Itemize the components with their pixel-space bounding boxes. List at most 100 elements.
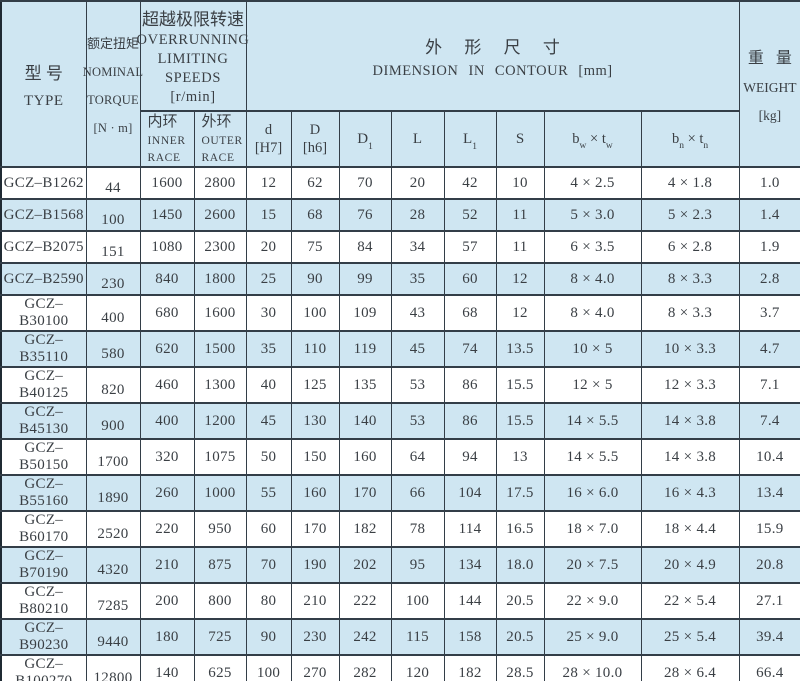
L-base: L [412,130,423,147]
L1-base: L [463,130,473,147]
outer-race-en2: RACE [201,151,235,164]
cell-D1: 84 [338,230,392,264]
cell-bw: 12 × 5 [543,366,642,404]
torque-header-en2: TORQUE [87,92,139,107]
cell-S: 12 [495,262,545,296]
table-row: GCZ–B40125 820 460 1300 40 125 135 53 86… [0,366,800,404]
col-header-bw-tw: bw × tw [543,110,642,168]
cell-L1: 114 [443,510,497,548]
D-main: D [309,122,321,138]
cell-outer: 2300 [193,230,247,264]
cell-bn: 14 × 3.8 [640,438,740,476]
cell-inner: 620 [139,330,195,368]
cell-bw: 22 × 9.0 [543,582,642,620]
cell-outer: 800 [193,582,247,620]
col-header-speeds: 超越极限转速 OVERRUNNING LIMITING SPEEDS [r/mi… [137,0,249,112]
cell-d: 15 [245,198,292,232]
inner-race-zh: 内环 [147,114,178,130]
table-row: GCZ–B2590 230 840 1800 25 90 99 35 60 12… [0,262,800,296]
cell-D: 110 [290,330,340,368]
cell-D: 270 [290,654,340,681]
header-row-main: 型 号 TYPE 额定扭矩 NOMINAL TORQUE [N · m] 超越极… [0,0,800,168]
cell-bn: 6 × 2.8 [640,230,740,264]
dimension-header-en: DIMENSION IN CONTOUR [mm] [372,62,613,79]
cell-D1: 160 [338,438,392,476]
table-row: GCZ–B90230 9440 180 725 90 230 242 115 1… [0,618,800,656]
cell-D: 190 [290,546,340,584]
cell-S: 15.5 [495,402,545,440]
cell-outer: 2600 [193,198,247,232]
cell-bn: 16 × 4.3 [640,474,740,512]
cell-weight: 4.7 [738,330,800,368]
L1-sub: 1 [472,141,477,152]
bn-base: b [671,130,680,147]
cell-outer: 1500 [193,330,247,368]
D-unit: [h6] [302,140,328,156]
cell-bn: 10 × 3.3 [640,330,740,368]
cell-L1: 74 [443,330,497,368]
table-row: GCZ–B70190 4320 210 875 70 190 202 95 13… [0,546,800,584]
cell-torque: 12800 [85,654,141,681]
torque-header-en1: NOMINAL [82,64,144,79]
cell-inner: 220 [139,510,195,548]
cell-weight: 7.4 [738,402,800,440]
torque-header-unit: [N · m] [93,120,133,135]
cell-L: 95 [390,546,445,584]
bw-sub1: w [579,141,587,152]
outer-race-zh: 外环 [201,114,232,130]
cell-type: GCZ–B90230 [0,618,87,656]
weight-header-unit: [kg] [758,108,782,123]
cell-D1: 140 [338,402,392,440]
cell-bn: 25 × 5.4 [640,618,740,656]
cell-d: 12 [245,166,292,200]
cell-type: GCZ–B2590 [0,262,87,296]
cell-outer: 1300 [193,366,247,404]
cell-bn: 8 × 3.3 [640,262,740,296]
cell-weight: 1.4 [738,198,800,232]
cell-type: GCZ–B50150 [0,438,87,476]
cell-S: 18.0 [495,546,545,584]
d-unit: [H7] [254,140,283,156]
table-row: GCZ–B2075 151 1080 2300 20 75 84 34 57 1… [0,230,800,264]
cell-d: 50 [245,438,292,476]
cell-torque: 100 [85,198,141,232]
cell-S: 11 [495,198,545,232]
cell-L1: 52 [443,198,497,232]
col-header-weight: 重 量 WEIGHT [kg] [738,0,800,168]
cell-D: 150 [290,438,340,476]
cell-bn: 18 × 4.4 [640,510,740,548]
col-header-outer-race: 外环 OUTER RACE [193,110,247,168]
col-header-inner-race: 内环 INNER RACE [139,110,195,168]
table-header: 型 号 TYPE 额定扭矩 NOMINAL TORQUE [N · m] 超越极… [0,0,800,168]
cell-D: 125 [290,366,340,404]
cell-torque: 1700 [85,438,141,476]
cell-bn: 8 × 3.3 [640,294,740,332]
cell-inner: 140 [139,654,195,681]
table-row: GCZ–B80210 7285 200 800 80 210 222 100 1… [0,582,800,620]
table-row: GCZ–B60170 2520 220 950 60 170 182 78 11… [0,510,800,548]
cell-d: 35 [245,330,292,368]
cell-inner: 460 [139,366,195,404]
cell-bw: 6 × 3.5 [543,230,642,264]
cell-bw: 25 × 9.0 [543,618,642,656]
cell-bw: 16 × 6.0 [543,474,642,512]
cell-outer: 625 [193,654,247,681]
cell-inner: 840 [139,262,195,296]
header-row-sub: 内环 INNER RACE 外环 OUTER RACE d [H7] [1,110,800,168]
cell-bw: 20 × 7.5 [543,546,642,584]
table-row: GCZ–B55160 1890 260 1000 55 160 170 66 1… [0,474,800,512]
cell-D: 130 [290,402,340,440]
cell-L1: 144 [443,582,497,620]
cell-inner: 210 [139,546,195,584]
cell-S: 28.5 [495,654,545,681]
cell-outer: 1075 [193,438,247,476]
col-header-S: S [495,110,545,168]
cell-bn: 14 × 3.8 [640,402,740,440]
cell-L: 120 [390,654,445,681]
cell-type: GCZ–B100270 [0,654,87,681]
cell-L: 100 [390,582,445,620]
cell-S: 20.5 [495,582,545,620]
cell-L: 115 [390,618,445,656]
cell-outer: 1600 [193,294,247,332]
